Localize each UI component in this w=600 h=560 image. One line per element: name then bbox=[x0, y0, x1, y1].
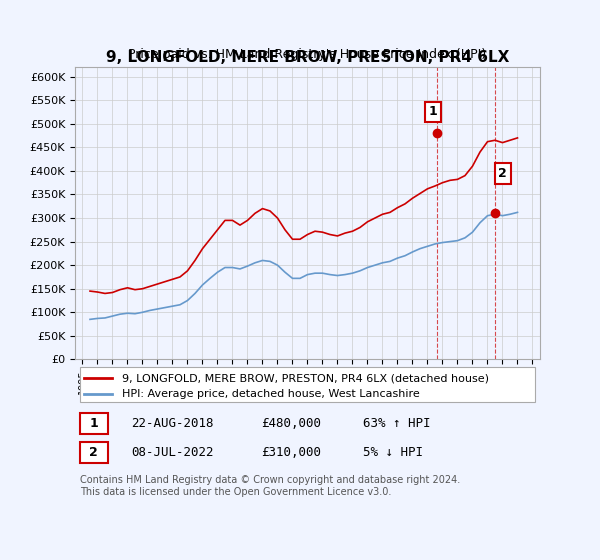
Text: Contains HM Land Registry data © Crown copyright and database right 2024.
This d: Contains HM Land Registry data © Crown c… bbox=[80, 475, 460, 497]
Text: Price paid vs. HM Land Registry's House Price Index (HPI): Price paid vs. HM Land Registry's House … bbox=[128, 48, 487, 62]
Text: 22-AUG-2018: 22-AUG-2018 bbox=[131, 417, 214, 430]
FancyBboxPatch shape bbox=[80, 442, 107, 463]
Text: 1: 1 bbox=[428, 105, 437, 119]
Title: 9, LONGFOLD, MERE BROW, PRESTON, PR4 6LX: 9, LONGFOLD, MERE BROW, PRESTON, PR4 6LX bbox=[106, 50, 509, 64]
Text: 2: 2 bbox=[89, 446, 98, 459]
FancyBboxPatch shape bbox=[80, 413, 107, 434]
FancyBboxPatch shape bbox=[80, 367, 535, 402]
Text: 08-JUL-2022: 08-JUL-2022 bbox=[131, 446, 214, 459]
Text: 9, LONGFOLD, MERE BROW, PRESTON, PR4 6LX (detached house): 9, LONGFOLD, MERE BROW, PRESTON, PR4 6LX… bbox=[121, 374, 488, 383]
Text: 1: 1 bbox=[89, 417, 98, 430]
Text: £310,000: £310,000 bbox=[261, 446, 321, 459]
Text: 5% ↓ HPI: 5% ↓ HPI bbox=[364, 446, 424, 459]
Text: £480,000: £480,000 bbox=[261, 417, 321, 430]
Text: 2: 2 bbox=[499, 167, 507, 180]
Text: HPI: Average price, detached house, West Lancashire: HPI: Average price, detached house, West… bbox=[121, 389, 419, 399]
Text: 63% ↑ HPI: 63% ↑ HPI bbox=[364, 417, 431, 430]
